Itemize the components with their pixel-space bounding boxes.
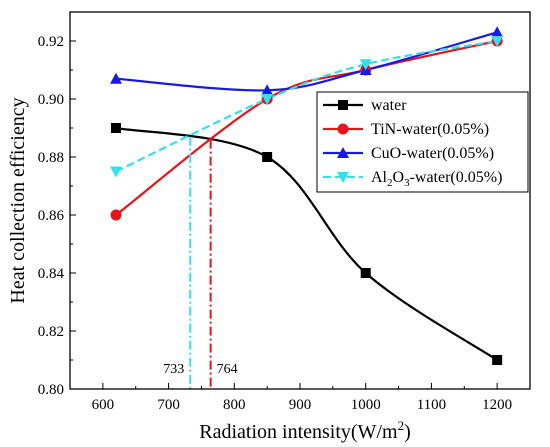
legend-label-part: 2: [387, 177, 393, 189]
series-3-point: [491, 36, 504, 47]
legend-marker-0: [338, 100, 348, 110]
series-1-point: [110, 209, 122, 221]
legend-marker-2: [337, 147, 349, 158]
series-0-point: [111, 123, 121, 133]
legend-label-part: 3: [404, 177, 410, 189]
series-3-point: [110, 166, 122, 178]
y-axis-title: Heat collection efficiency: [7, 97, 29, 303]
y-tick-label: 0.86: [38, 208, 65, 224]
series-2-point: [261, 84, 274, 96]
x-tick-label: 900: [289, 397, 312, 413]
series-3-point: [261, 94, 274, 105]
series-line-0: [115, 126, 498, 361]
series-2-point: [491, 26, 504, 38]
y-tick-label: 0.82: [38, 324, 64, 340]
annotation-label-733: 733: [163, 362, 184, 377]
series-0-point: [262, 152, 273, 162]
series-line-3: [115, 39, 498, 173]
legend-label-0: water: [371, 97, 407, 114]
x-tick-label: 800: [223, 397, 246, 413]
x-tick-label: 1200: [482, 397, 512, 413]
y-tick-label: 0.88: [38, 150, 64, 166]
series-0-point: [492, 355, 503, 365]
legend-label-2: CuO-water(0.05%): [371, 145, 494, 162]
x-tick-label: 700: [157, 397, 180, 413]
annotation-label-764: 764: [217, 362, 238, 377]
y-tick-label: 0.80: [38, 382, 64, 398]
series-0-point: [360, 268, 371, 278]
legend-marker-1: [337, 123, 349, 135]
series-curves: [115, 31, 498, 361]
legend-label-1: TiN-water(0.05%): [371, 121, 489, 138]
annotation-lines: 733 764: [163, 136, 238, 389]
legend-marker-3: [337, 172, 349, 183]
x-tick-label: 1000: [351, 397, 381, 413]
series-2-point: [110, 72, 122, 84]
y-tick-label: 0.92: [38, 34, 64, 50]
legend-label-part: -water(0.05%): [410, 169, 503, 186]
legend-label-part: Al: [371, 169, 388, 186]
plot-frame: [69, 11, 531, 390]
axis-ticks: 600 700 800 900 1000 1100 1200 0.80 0.82 0.84 0.86…: [38, 11, 531, 413]
x-tick-label: 1100: [417, 397, 446, 413]
x-axis-title: Radiation intensity(W/m2): [199, 418, 410, 443]
series-line-1: [115, 39, 498, 216]
series-line-2: [115, 31, 498, 92]
y-tick-label: 0.90: [38, 92, 64, 108]
legend-label-part: O: [393, 169, 405, 186]
x-tick-label: 600: [92, 397, 115, 413]
legend-label-3: Al2O3-water(0.05%): [371, 169, 502, 189]
legend-box: [316, 91, 529, 193]
series-markers: [110, 26, 504, 365]
y-tick-label: 0.84: [38, 266, 65, 282]
series-3-point: [359, 59, 372, 71]
legend: water TiN-water(0.05%) CuO-water(0.05%) Al2…: [316, 91, 529, 193]
